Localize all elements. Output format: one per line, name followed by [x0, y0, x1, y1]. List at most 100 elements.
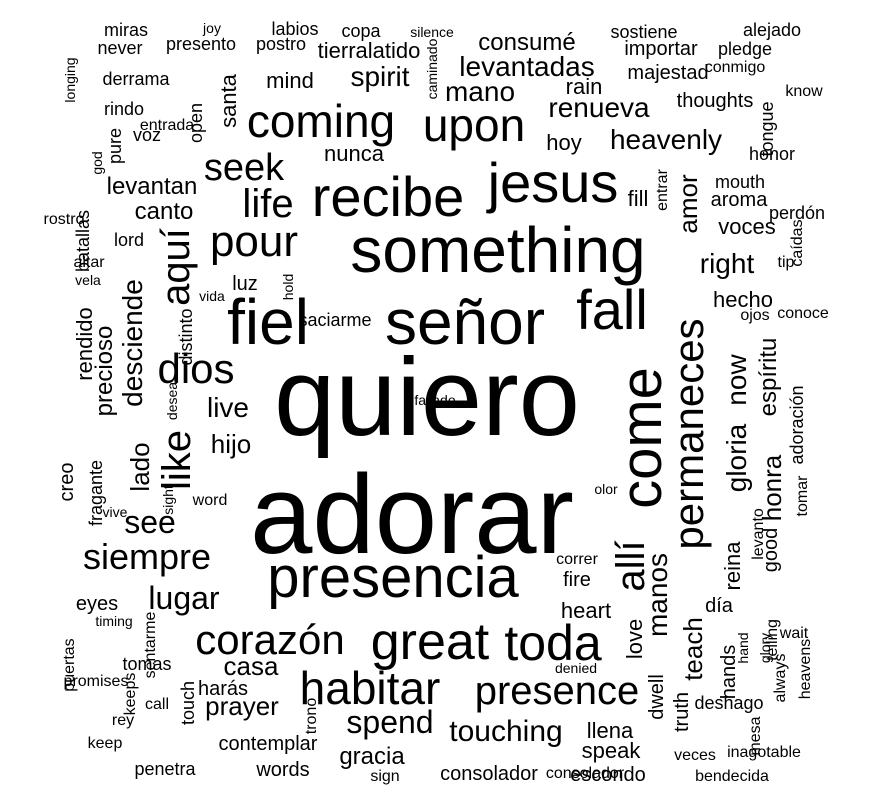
word-146: sentarme [142, 611, 159, 679]
word-90: eyes [75, 593, 119, 615]
word-27: spend [346, 704, 434, 740]
word-89: tomas [122, 654, 172, 674]
word-91: penetra [134, 759, 196, 779]
word-78: día [705, 595, 733, 617]
word-63: mouth [714, 172, 766, 192]
word-68: mind [266, 68, 314, 93]
word-73: rendido [72, 307, 97, 381]
word-62: aroma [710, 189, 768, 211]
word-4: fiel [227, 286, 309, 358]
word-156: rostro [43, 211, 85, 228]
word-46: casa [223, 651, 279, 681]
word-56: heart [560, 598, 612, 623]
word-151: desea [164, 381, 180, 421]
word-130: inagotable [727, 744, 801, 761]
word-19: dios [157, 345, 235, 392]
word-15: habitar [299, 662, 441, 714]
word-32: levantadas [459, 51, 595, 82]
word-153: hold [280, 273, 296, 301]
word-111: pledge [717, 39, 773, 59]
word-22: presence [474, 669, 640, 713]
word-137: olor [594, 481, 618, 497]
word-100: pure [105, 127, 125, 165]
word-88: harás [197, 678, 249, 700]
word-71: fill [627, 186, 649, 211]
word-9: permaneces [665, 318, 712, 550]
word-104: postro [255, 34, 307, 54]
word-74: love [622, 618, 647, 660]
word-67: tierralatido [317, 38, 421, 63]
word-36: gloria [721, 423, 752, 493]
word-29: lugar [148, 580, 220, 616]
word-128: hand [735, 632, 751, 664]
word-115: honor [748, 144, 796, 164]
word-40: live [206, 392, 250, 423]
word-147: timing [95, 613, 133, 629]
word-152: vida [199, 288, 225, 304]
word-1: adorar [250, 452, 574, 577]
word-86: deshago [694, 693, 764, 713]
word-64: thoughts [676, 90, 754, 112]
word-11: coming [246, 95, 396, 147]
word-31: heavenly [609, 124, 723, 155]
word-113: know [785, 83, 823, 100]
word-83: words [256, 759, 310, 781]
word-92: saciarme [298, 310, 372, 330]
word-95: distinto [176, 308, 196, 366]
word-8: come [609, 367, 674, 509]
word-93: creo [56, 462, 78, 502]
word-37: now [721, 354, 752, 406]
word-105: copa [341, 21, 381, 41]
word-58: santa [216, 74, 241, 128]
word-132: bendecida [695, 768, 769, 785]
word-28: touching [449, 715, 563, 748]
word-75: dwell [646, 674, 668, 720]
word-35: consumé [478, 29, 576, 56]
word-69: rain [565, 74, 603, 99]
word-16: corazón [195, 616, 345, 663]
word-10: fall [576, 278, 648, 341]
word-17: pour [209, 217, 299, 266]
word-70: hoy [546, 130, 582, 155]
word-13: great [370, 613, 490, 671]
word-121: tomar [794, 475, 811, 517]
word-12: upon [422, 99, 526, 151]
word-65: majestad [627, 62, 709, 84]
word-101: rindo [103, 99, 145, 119]
word-144: promises [63, 673, 129, 690]
word-77: fire [563, 569, 591, 591]
word-119: ojos [740, 307, 770, 324]
word-160: caminado [424, 38, 440, 100]
word-127: glory [757, 632, 773, 664]
word-7: recibe [311, 165, 465, 228]
word-158: entrada [139, 117, 195, 134]
word-54: gracia [339, 743, 405, 770]
word-26: see [124, 504, 176, 540]
word-18: life [242, 182, 294, 226]
word-123: wait [779, 625, 809, 642]
word-139: trono [303, 697, 320, 735]
word-51: canto [134, 198, 194, 225]
word-87: touch [178, 680, 198, 726]
word-41: right [699, 248, 755, 279]
word-142: rey [111, 712, 135, 729]
word-120: conoce [777, 305, 829, 322]
word-140: call [144, 696, 170, 713]
word-138: entrar [654, 169, 671, 211]
word-53: nunca [324, 141, 384, 166]
word-134: sign [370, 768, 400, 785]
word-47: prayer [205, 691, 279, 721]
word-136: correr [556, 551, 598, 568]
word-107: never [97, 38, 143, 58]
word-72: luz [232, 273, 258, 295]
word-161: joy [203, 20, 221, 36]
word-14: toda [504, 615, 602, 671]
word-49: lado [125, 442, 155, 492]
word-97: voz [132, 125, 162, 145]
word-84: consolador [440, 763, 538, 785]
word-21: aquí [154, 228, 198, 306]
word-124: heavens [797, 638, 814, 700]
word-116: perdón [768, 203, 826, 223]
word-131: veces [674, 747, 716, 764]
word-118: tip [777, 254, 795, 271]
